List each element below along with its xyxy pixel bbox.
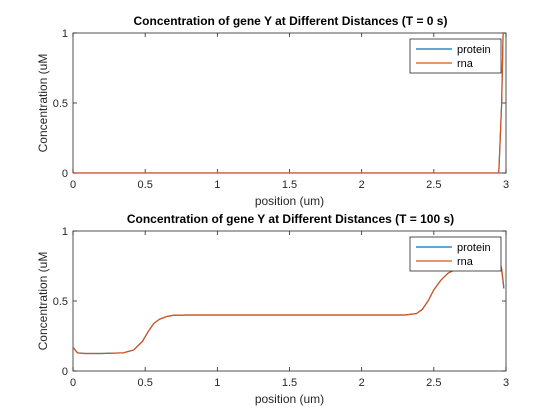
x-tick-label: 1 [214,179,220,191]
legend-box [409,236,502,272]
x-tick-label: 3 [503,377,509,389]
x-tick-label: 2.5 [426,179,441,191]
y-tick-label: 0 [62,168,68,180]
x-tick-label: 1.5 [282,377,297,389]
legend-label-protein: protein [457,242,491,254]
legend: protein rna [409,38,502,74]
y-tick-label: 1 [62,226,68,238]
x-tick-label: 0.5 [138,377,153,389]
x-tick-label: 1.5 [282,179,297,191]
y-axis-label: Concentration (uM [36,54,50,153]
y-tick-label: 1 [62,28,68,40]
x-tick-label: 3 [503,179,509,191]
x-axis-label: position (um) [255,194,324,208]
y-tick-label: 0.5 [53,98,68,110]
x-tick-label: 2 [359,377,365,389]
subplot-2: 0 0.5 1 1.5 2 2.5 3 0 0.5 1 Concentration of gene … [36,212,509,406]
x-tick-label: 1 [214,377,220,389]
chart-title: Concentration of gene Y at Different Dis… [127,212,454,226]
y-axis-label: Concentration (uM [36,252,50,351]
y-tick-label: 0 [62,366,68,378]
series-line-rna [73,33,504,173]
x-tick-label: 0.5 [138,179,153,191]
x-tick-label: 0 [70,179,76,191]
legend: protein rna [409,236,502,272]
legend-box [409,38,502,74]
y-tick-label: 0.5 [53,296,68,308]
subplot-1: 0 0.5 1 1.5 2 2.5 3 0 0.5 1 Concentration of gene … [36,14,509,208]
legend-label-rna: rna [457,58,474,70]
x-axis-label: position (um) [255,392,324,406]
x-tick-label: 2.5 [426,377,441,389]
x-tick-label: 2 [359,179,365,191]
legend-label-rna: rna [457,256,474,268]
x-tick-label: 0 [70,377,76,389]
legend-label-protein: protein [457,44,491,56]
chart-title: Concentration of gene Y at Different Dis… [134,14,448,28]
